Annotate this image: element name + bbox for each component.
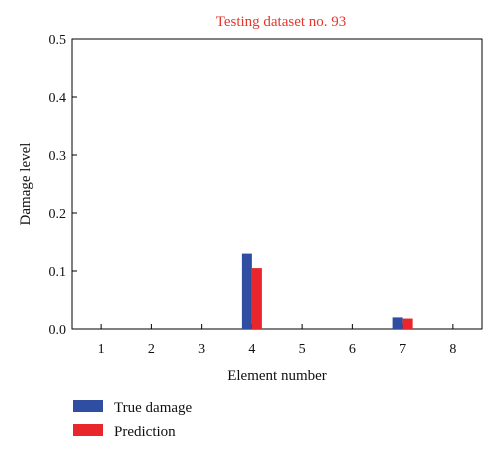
y-tick-label-1: 0.1 [49, 265, 67, 280]
x-tick-label-4: 5 [299, 342, 306, 357]
x-tick-label-2: 3 [198, 342, 205, 357]
bars [241, 253, 413, 329]
y-tick-label-2: 0.2 [49, 207, 67, 222]
legend-label-1: Prediction [114, 424, 176, 440]
x-tick-label-0: 1 [98, 342, 105, 357]
y-tick-label-3: 0.3 [49, 149, 67, 164]
x-tick-label-1: 2 [148, 342, 155, 357]
x-tick-label-7: 8 [449, 342, 456, 357]
y-axis-label: Damage level [18, 143, 34, 226]
y-axis-ticks: 0.0 0.1 0.2 0.3 0.4 0.5 [49, 33, 77, 338]
plot-frame [71, 38, 483, 330]
y-tick-label-5: 0.5 [49, 33, 67, 48]
x-axis-label: Element number [227, 368, 327, 384]
x-axis-ticks: 1 2 3 4 5 6 7 8 [98, 324, 456, 357]
bar-true-damage-7 [392, 317, 403, 329]
y-tick-label-0: 0.0 [49, 323, 67, 338]
bar-prediction-7 [402, 318, 413, 329]
x-tick-label-3: 4 [248, 342, 255, 357]
legend-swatch-1 [73, 424, 103, 436]
legend-swatch-0 [73, 400, 103, 412]
bar-true-damage-4 [241, 253, 252, 329]
chart-title: Testing dataset no. 93 [216, 14, 347, 30]
bar-prediction-4 [251, 268, 262, 329]
x-tick-label-5: 6 [349, 342, 356, 357]
legend-label-0: True damage [114, 400, 193, 416]
legend: True damage Prediction [73, 400, 193, 440]
y-tick-label-4: 0.4 [49, 91, 67, 106]
x-tick-label-6: 7 [399, 342, 406, 357]
